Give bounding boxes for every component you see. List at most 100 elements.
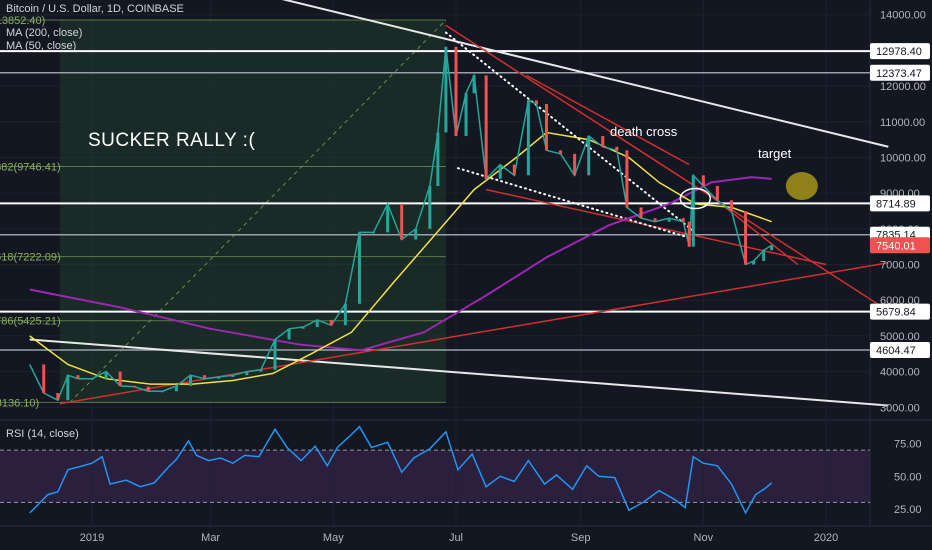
- fib-level-label: 0.618(7222.09): [0, 252, 61, 264]
- price-candle: [601, 136, 605, 147]
- death-cross-circle: [679, 187, 712, 210]
- price-candle: [372, 232, 376, 234]
- price-candle: [526, 100, 530, 176]
- time-tick-label: 2019: [80, 532, 104, 544]
- target-annotation: target: [758, 146, 792, 161]
- time-tick-label: 2020: [814, 532, 838, 544]
- price-candle: [287, 328, 291, 340]
- trend-line: [526, 74, 690, 166]
- price-candle: [315, 319, 319, 327]
- time-tick-label: Sep: [571, 532, 591, 544]
- price-candle: [343, 303, 347, 326]
- price-candle: [615, 146, 619, 151]
- target-ellipse: [785, 172, 818, 201]
- ma50-legend[interactable]: MA (50, close): [6, 40, 76, 53]
- price-candle: [146, 386, 150, 392]
- price-candle: [273, 339, 277, 370]
- price-candle: [245, 371, 249, 376]
- price-tick-label: 7000.00: [880, 260, 920, 272]
- price-candle: [357, 232, 361, 304]
- fib-level-label: 1(3136.10): [0, 397, 39, 409]
- fib-level-label: 0.786(5425.21): [0, 316, 61, 328]
- fib-level-label: 0(13852.40): [0, 15, 45, 27]
- price-candle: [386, 203, 390, 233]
- price-candle: [66, 375, 70, 401]
- price-tick-label: 5000.00: [880, 331, 920, 343]
- rsi-legend-text: RSI (14, close): [6, 428, 79, 440]
- price-candle: [752, 260, 756, 265]
- ma50-legend-text: MA (50, close): [6, 40, 77, 52]
- trend-line: [59, 262, 889, 405]
- price-candle: [715, 186, 719, 201]
- price-candle: [203, 375, 207, 379]
- price-candle: [400, 203, 404, 240]
- price-candle: [428, 186, 432, 229]
- price-tag-box: [870, 237, 930, 254]
- price-candle: [544, 103, 548, 151]
- price-tag-box: [870, 43, 930, 60]
- price-tag-box: [870, 64, 930, 81]
- death-cross-annotation: death cross: [610, 124, 678, 139]
- price-tag-box: [870, 342, 930, 359]
- sucker-rally-annotation: SUCKER RALLY :(: [88, 130, 256, 151]
- price-candle: [512, 164, 516, 176]
- price-line: [29, 46, 773, 402]
- price-candle: [42, 364, 46, 394]
- price-candle: [329, 319, 333, 326]
- price-candle: [770, 245, 774, 251]
- price-candle: [498, 164, 502, 179]
- ma200-legend[interactable]: MA (200, close): [6, 27, 82, 40]
- price-candle: [132, 385, 136, 387]
- rsi-band-fill: [0, 450, 870, 503]
- price-candle: [301, 326, 305, 329]
- time-tick-label: Jul: [449, 532, 463, 544]
- price-candle: [681, 218, 685, 222]
- price-candle: [189, 375, 193, 386]
- price-candle: [472, 75, 476, 94]
- price-tag-label: 5679.84: [876, 307, 916, 319]
- fib-trend-diagonal: [69, 19, 447, 403]
- price-tick-label: 10000.00: [880, 152, 926, 164]
- price-candle: [625, 150, 629, 208]
- price-tick-label: 14000.00: [880, 10, 926, 22]
- ma200-legend-text: MA (200, close): [6, 27, 83, 39]
- price-candle: [729, 200, 733, 211]
- price-tag-box: [870, 303, 930, 320]
- price-candle: [667, 218, 671, 222]
- price-candle: [653, 218, 657, 222]
- price-candle: [744, 211, 748, 265]
- price-candle: [454, 46, 458, 137]
- ma200-line: [29, 176, 772, 352]
- price-tag-label: 12373.47: [876, 68, 922, 80]
- price-candle: [484, 75, 488, 179]
- rsi-tick-label: 50.00: [894, 471, 922, 483]
- time-tick-label: May: [323, 532, 344, 544]
- dotted-wedge-line: [456, 167, 697, 241]
- price-candle: [639, 207, 643, 219]
- trend-line: [29, 338, 889, 407]
- price-candle: [691, 175, 695, 247]
- chart-title: Bitcoin / U.S. Dollar, 1D, COINBASE: [6, 3, 184, 16]
- fib-zone-background: [59, 19, 446, 403]
- price-tag-label: 8714.89: [876, 198, 916, 210]
- price-candle: [56, 393, 60, 401]
- price-candle: [436, 132, 440, 187]
- price-candle: [559, 150, 563, 154]
- price-candle: [534, 100, 538, 104]
- rsi-legend[interactable]: RSI (14, close): [6, 428, 79, 441]
- trend-line: [281, 0, 889, 148]
- trend-line: [445, 24, 889, 312]
- price-candle: [444, 46, 448, 133]
- price-candle: [174, 385, 178, 392]
- price-tick-label: 12000.00: [880, 81, 926, 93]
- price-tag-label: 12978.40: [876, 46, 922, 58]
- rsi-tick-label: 25.00: [894, 504, 922, 516]
- price-candle: [587, 136, 591, 176]
- chart-title-text: Bitcoin / U.S. Dollar, 1D, COINBASE: [6, 3, 184, 15]
- price-tick-label: 11000.00: [880, 117, 925, 129]
- price-candle: [217, 376, 221, 379]
- price-candle: [701, 175, 705, 187]
- price-candle: [118, 371, 122, 386]
- price-candle: [573, 153, 577, 176]
